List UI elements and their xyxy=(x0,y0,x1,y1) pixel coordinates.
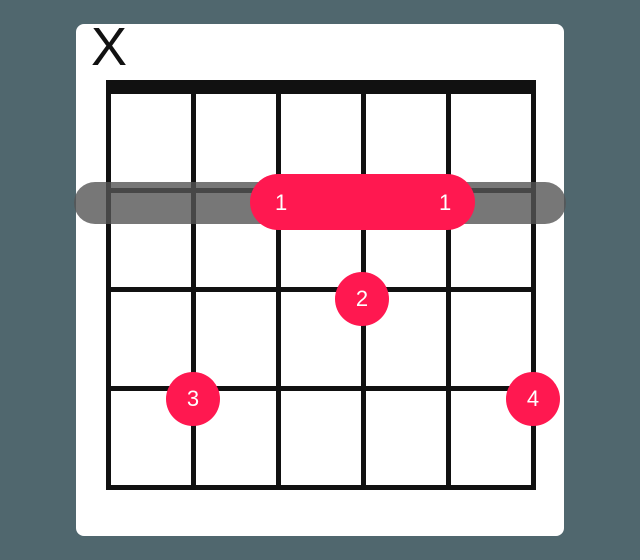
string-line xyxy=(106,80,111,490)
string-line xyxy=(191,80,196,490)
finger-number: 4 xyxy=(527,386,539,412)
fret-line xyxy=(106,287,536,292)
finger-number: 3 xyxy=(187,386,199,412)
string-line xyxy=(276,80,281,490)
chord-card: X 11 234 xyxy=(76,24,564,536)
string-line xyxy=(531,80,536,490)
finger-dot: 4 xyxy=(506,372,560,426)
barre-finger: 11 xyxy=(250,174,475,230)
fret-line xyxy=(106,485,536,490)
finger-dot: 3 xyxy=(166,372,220,426)
barre-finger-label: 1 xyxy=(439,190,451,216)
barre-finger-label: 1 xyxy=(275,190,287,216)
muted-string-mark: X xyxy=(91,16,127,78)
finger-dot: 2 xyxy=(335,272,389,326)
finger-number: 2 xyxy=(356,286,368,312)
nut xyxy=(106,80,536,94)
string-line xyxy=(446,80,451,490)
